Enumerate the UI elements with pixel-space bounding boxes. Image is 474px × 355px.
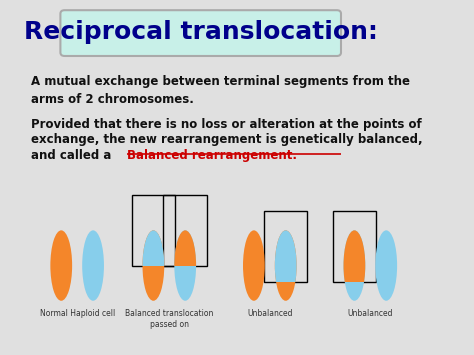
Bar: [164, 195, 207, 266]
Ellipse shape: [275, 230, 297, 301]
Text: Normal Haploid cell: Normal Haploid cell: [39, 308, 115, 317]
Ellipse shape: [143, 230, 164, 301]
Ellipse shape: [344, 230, 365, 301]
FancyBboxPatch shape: [60, 10, 341, 56]
Ellipse shape: [174, 230, 196, 301]
Ellipse shape: [50, 230, 72, 301]
Text: Unbalanced: Unbalanced: [247, 308, 292, 317]
Text: and called a: and called a: [31, 149, 120, 162]
Ellipse shape: [375, 230, 397, 301]
Ellipse shape: [143, 230, 164, 301]
Ellipse shape: [344, 230, 365, 301]
Bar: [333, 211, 376, 282]
Text: exchange, the new rearrangement is genetically balanced,: exchange, the new rearrangement is genet…: [31, 133, 423, 147]
Ellipse shape: [275, 230, 297, 301]
Text: Reciprocal translocation:: Reciprocal translocation:: [24, 20, 378, 44]
Ellipse shape: [174, 230, 196, 301]
Text: Provided that there is no loss or alteration at the points of: Provided that there is no loss or altera…: [31, 118, 422, 131]
Text: Unbalanced: Unbalanced: [347, 308, 393, 317]
Bar: [264, 211, 308, 282]
Ellipse shape: [82, 230, 104, 301]
Text: Balanced translocation
passed on: Balanced translocation passed on: [125, 308, 213, 329]
Bar: [132, 195, 175, 266]
Ellipse shape: [243, 230, 265, 301]
Text: A mutual exchange between terminal segments from the
arms of 2 chromosomes.: A mutual exchange between terminal segme…: [31, 75, 410, 106]
Text: Balanced rearrangement.: Balanced rearrangement.: [127, 149, 297, 162]
